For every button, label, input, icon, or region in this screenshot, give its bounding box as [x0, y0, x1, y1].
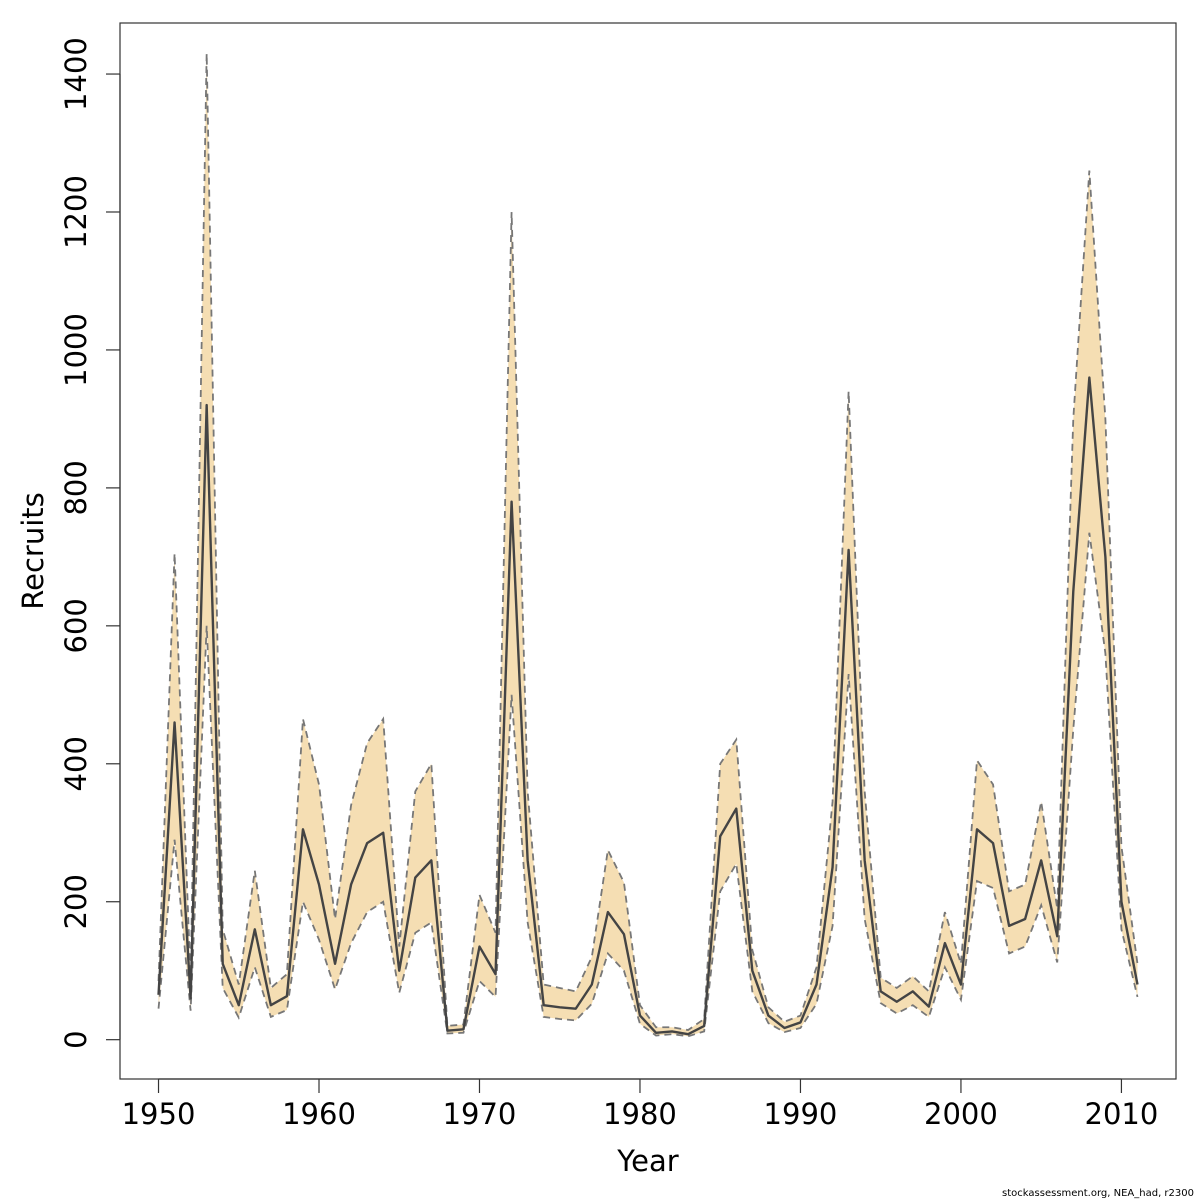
y-tick-label-400: 400 [59, 736, 93, 791]
x-axis: 1950 1960 1970 1980 1990 2000 2010 [122, 1078, 1159, 1131]
y-tick-label-1000: 1000 [59, 313, 93, 387]
x-tick-label-1950: 1950 [122, 1097, 196, 1131]
confidence-band [158, 53, 1138, 1037]
y-tick-label-1200: 1200 [59, 175, 93, 249]
source-caption: stockassessment.org, NEA_had, r2300 [1002, 1188, 1194, 1199]
y-tick-label-1400: 1400 [59, 37, 93, 111]
y-axis: 0 200 400 600 800 1000 1200 1400 [59, 37, 121, 1049]
recruits-estimate-line [157, 376, 1139, 1036]
x-tick-label-1970: 1970 [443, 1097, 517, 1131]
y-tick-label-200: 200 [59, 874, 93, 929]
x-axis-title: Year [616, 1144, 678, 1178]
confidence-band-area [158, 53, 1138, 1037]
confidence-bounds [157, 53, 1139, 1038]
x-tick-label-1990: 1990 [764, 1097, 838, 1131]
y-tick-label-800: 800 [59, 460, 93, 515]
lower-bound-line [157, 532, 1139, 1038]
y-tick-label-600: 600 [59, 598, 93, 653]
upper-bound-line [157, 53, 1139, 1031]
estimate-line-layer [157, 376, 1139, 1036]
x-tick-label-2010: 2010 [1085, 1097, 1159, 1131]
x-tick-label-2000: 2000 [924, 1097, 998, 1131]
x-tick-label-1980: 1980 [603, 1097, 677, 1131]
y-tick-label-0: 0 [59, 1030, 93, 1048]
y-axis-title: Recruits [16, 492, 50, 609]
x-tick-label-1960: 1960 [282, 1097, 356, 1131]
